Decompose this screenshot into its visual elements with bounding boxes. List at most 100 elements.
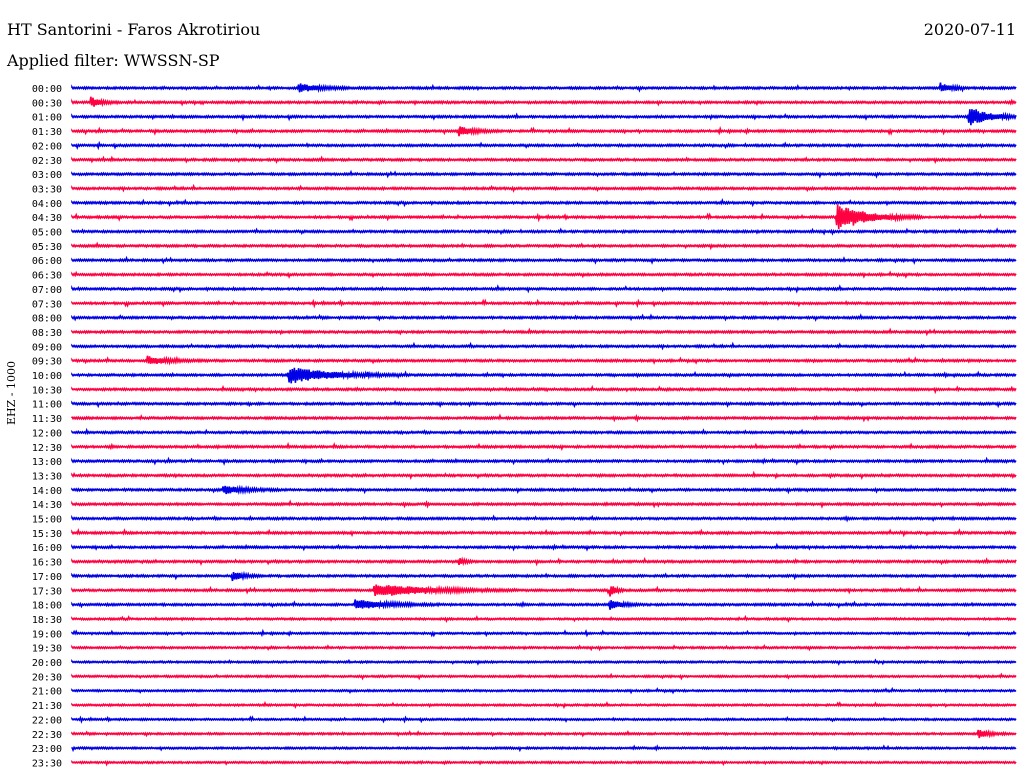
row-time-label: 14:00	[32, 486, 62, 497]
trace-line	[71, 628, 1017, 638]
date-label: 2020-07-11	[923, 20, 1016, 39]
trace-line	[71, 728, 1017, 739]
row-time-label: 00:30	[32, 98, 62, 109]
row-time-label: 17:30	[32, 586, 62, 597]
row-time-label: 08:30	[32, 328, 62, 339]
trace-line	[71, 700, 1017, 710]
row-time-label: 14:30	[32, 500, 62, 511]
row-time-label: 21:00	[32, 687, 62, 698]
trace-line	[71, 255, 1017, 265]
trace-line	[71, 284, 1017, 294]
row-time-label: 12:30	[32, 443, 62, 454]
row-time-label: 23:00	[32, 744, 62, 755]
trace-line	[71, 327, 1017, 337]
row-time-label: 06:00	[32, 256, 62, 267]
row-time-label: 17:00	[32, 572, 62, 583]
trace-line	[71, 715, 1017, 724]
trace-line	[71, 198, 1017, 208]
trace-line	[71, 227, 1017, 236]
row-time-label: 21:30	[32, 701, 62, 712]
trace-line	[71, 384, 1017, 395]
trace-line	[71, 399, 1017, 409]
trace-line	[71, 441, 1017, 452]
trace-line	[71, 183, 1017, 193]
trace-line	[71, 96, 1017, 108]
trace-line	[71, 514, 1017, 523]
row-time-label: 00:00	[32, 84, 62, 95]
row-time-label: 18:30	[32, 615, 62, 626]
row-time-label: 04:30	[32, 213, 62, 224]
row-time-label: 15:30	[32, 529, 62, 540]
trace-line	[71, 599, 1017, 610]
row-time-label: 09:30	[32, 357, 62, 368]
trace-line	[71, 456, 1017, 466]
trace-line	[71, 570, 1017, 582]
row-time-label: 23:30	[32, 758, 62, 769]
trace-line	[71, 125, 1017, 137]
row-time-label: 22:00	[32, 715, 62, 726]
trace-line	[71, 413, 1017, 423]
trace-line	[71, 140, 1017, 151]
row-time-label: 10:00	[32, 371, 62, 382]
row-time-label: 08:00	[32, 314, 62, 325]
row-time-label: 20:00	[32, 658, 62, 669]
row-time-label: 05:30	[32, 242, 62, 253]
trace-line	[71, 527, 1017, 538]
row-time-label: 04:00	[32, 199, 62, 210]
trace-line	[71, 241, 1017, 251]
row-time-label: 10:30	[32, 385, 62, 396]
row-time-label: 03:30	[32, 184, 62, 195]
trace-line	[71, 556, 1017, 567]
trace-line	[71, 204, 1017, 230]
trace-line	[71, 270, 1017, 279]
row-time-label: 16:30	[32, 558, 62, 569]
row-time-label: 01:30	[32, 127, 62, 138]
trace-line	[71, 484, 1017, 496]
row-time-label: 22:30	[32, 730, 62, 741]
trace-line	[71, 672, 1017, 681]
trace-line	[71, 367, 1017, 384]
row-time-label: 03:00	[32, 170, 62, 181]
row-time-label: 16:00	[32, 543, 62, 554]
trace-line	[71, 744, 1017, 753]
trace-line	[71, 355, 1017, 366]
trace-line	[71, 584, 1017, 597]
trace-line	[71, 614, 1017, 624]
row-time-label: 15:00	[32, 515, 62, 526]
row-time-label: 12:00	[32, 428, 62, 439]
trace-line	[71, 341, 1017, 351]
row-time-label: 13:30	[32, 471, 62, 482]
trace-line	[71, 155, 1017, 165]
row-time-label: 05:00	[32, 228, 62, 239]
row-time-label: 19:30	[32, 644, 62, 655]
trace-line	[71, 686, 1017, 695]
filter-label: Applied filter: WWSSN-SP	[7, 51, 220, 70]
row-time-label: 18:00	[32, 601, 62, 612]
row-time-label: 11:30	[32, 414, 62, 425]
trace-line	[71, 658, 1017, 666]
station-title: HT Santorini - Faros Akrotiriou	[7, 20, 261, 39]
row-time-label: 11:00	[32, 400, 62, 411]
row-time-label: 02:00	[32, 141, 62, 152]
trace-line	[71, 313, 1017, 322]
row-time-label: 07:30	[32, 299, 62, 310]
trace-line	[71, 82, 1017, 94]
trace-line	[71, 109, 1017, 126]
row-time-label: 01:00	[32, 113, 62, 124]
trace-line	[71, 499, 1017, 509]
trace-line	[71, 298, 1017, 309]
trace-line	[71, 643, 1017, 652]
row-time-label: 02:30	[32, 156, 62, 167]
trace-line	[71, 759, 1017, 767]
trace-line	[71, 542, 1017, 552]
row-time-label: 20:30	[32, 672, 62, 683]
trace-line	[71, 427, 1017, 436]
row-time-label: 13:00	[32, 457, 62, 468]
row-time-label: 19:00	[32, 629, 62, 640]
row-time-label: 06:30	[32, 271, 62, 282]
row-time-label: 07:00	[32, 285, 62, 296]
trace-line	[71, 470, 1017, 481]
trace-line	[71, 169, 1017, 179]
row-time-label: 09:00	[32, 342, 62, 353]
